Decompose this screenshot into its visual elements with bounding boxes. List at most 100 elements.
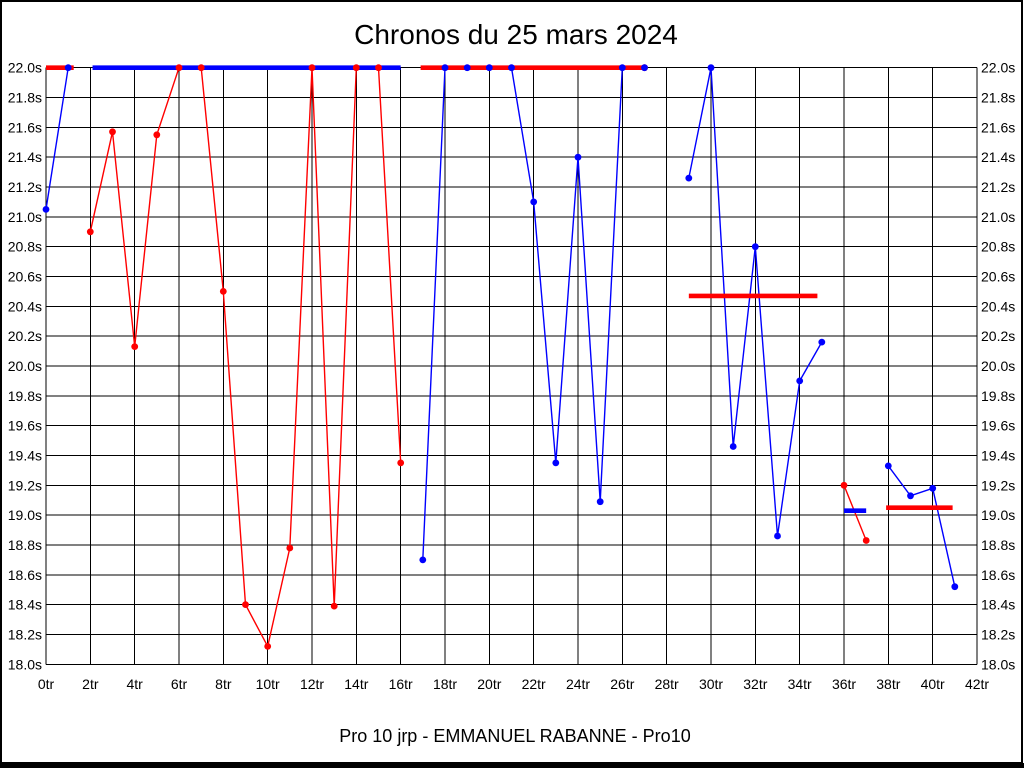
data-point-bleu <box>419 556 427 564</box>
lap-line-bleu <box>45 67 69 210</box>
data-point-bleu <box>751 243 759 251</box>
x-tick-label: 4tr <box>126 676 143 692</box>
data-point-bleu <box>685 174 693 182</box>
data-point-rouge <box>219 288 227 295</box>
y-tick-label-left: 21.8s <box>8 90 42 106</box>
y-tick-label-right: 18.0s <box>981 656 1015 672</box>
x-tick-label: 0tr <box>38 676 55 692</box>
data-point-bleu <box>42 206 50 213</box>
data-point-bleu <box>508 64 515 72</box>
y-tick-label-right: 22.0s <box>981 60 1015 76</box>
x-tick-label: 8tr <box>215 676 232 692</box>
x-tick-label: 12tr <box>300 676 324 692</box>
y-tick-label-left: 18.8s <box>8 537 42 553</box>
y-tick-label-right: 18.8s <box>981 537 1015 553</box>
data-point-rouge <box>109 128 116 136</box>
data-point-rouge <box>153 131 161 139</box>
data-point-bleu <box>618 64 626 72</box>
bottom-border-bar <box>0 763 1024 768</box>
y-tick-label-left: 19.2s <box>8 477 42 493</box>
y-tick-label-right: 19.6s <box>981 418 1015 434</box>
data-point-bleu <box>907 492 914 500</box>
data-point-bleu <box>463 64 471 72</box>
y-tick-label-left: 21.0s <box>8 209 42 225</box>
y-tick-label-right: 19.4s <box>981 447 1015 463</box>
data-point-rouge <box>840 481 848 489</box>
y-tick-label-left: 19.8s <box>8 388 42 404</box>
data-point-bleu <box>530 198 538 206</box>
data-point-bleu <box>818 338 826 346</box>
y-tick-label-right: 21.2s <box>981 179 1015 195</box>
axis-tick-labels: 0tr 2tr 4tr 6tr 8tr 10tr 12tr 14tr 16tr 18tr 20tr 2… <box>8 60 1016 692</box>
lap-line-bleu <box>887 465 956 587</box>
data-point-bleu <box>929 484 937 492</box>
data-point-bleu <box>641 64 648 72</box>
x-tick-label: 34tr <box>788 676 812 692</box>
y-tick-label-right: 20.4s <box>981 298 1015 314</box>
y-tick-label-right: 20.2s <box>981 328 1015 344</box>
data-point-bleu <box>64 64 72 72</box>
y-tick-label-right: 19.0s <box>981 507 1015 523</box>
x-tick-label: 38tr <box>876 676 900 692</box>
y-tick-label-left: 20.6s <box>8 269 42 285</box>
x-tick-label: 18tr <box>433 676 457 692</box>
y-tick-label-right: 19.8s <box>981 388 1015 404</box>
average-marker-lines <box>46 65 953 513</box>
data-point-bleu <box>884 462 892 470</box>
data-point-rouge <box>862 537 870 544</box>
data-point-bleu <box>951 583 959 591</box>
y-tick-label-left: 19.4s <box>8 447 42 463</box>
x-tick-label: 22tr <box>522 676 546 692</box>
y-tick-label-left: 21.4s <box>8 149 42 165</box>
data-point-rouge <box>197 64 205 72</box>
data-point-rouge <box>330 602 338 610</box>
data-point-bleu <box>707 64 715 72</box>
y-tick-label-left: 20.2s <box>8 328 42 344</box>
x-tick-label: 32tr <box>743 676 767 692</box>
x-tick-label: 10tr <box>256 676 280 692</box>
data-point-rouge <box>397 459 405 467</box>
chart-caption: Pro 10 jrp - EMMANUEL RABANNE - Pro10 <box>339 726 690 746</box>
data-point-rouge <box>308 64 316 72</box>
x-tick-label: 28tr <box>655 676 679 692</box>
data-point-rouge <box>86 228 94 236</box>
x-tick-label: 30tr <box>699 676 723 692</box>
data-point-bleu <box>441 64 449 72</box>
y-tick-label-left: 18.2s <box>8 626 42 642</box>
y-tick-label-right: 18.4s <box>981 597 1015 613</box>
y-tick-label-left: 20.8s <box>8 239 42 255</box>
x-tick-label: 16tr <box>389 676 413 692</box>
data-point-rouge <box>375 64 382 72</box>
grid-lines <box>45 67 978 665</box>
y-tick-label-left: 20.0s <box>8 358 42 374</box>
data-point-bleu <box>774 532 781 540</box>
y-tick-label-right: 18.6s <box>981 567 1015 583</box>
y-tick-label-left: 18.6s <box>8 567 42 583</box>
x-tick-label: 6tr <box>171 676 188 692</box>
data-point-rouge <box>286 544 294 552</box>
data-point-bleu <box>485 64 493 72</box>
data-point-bleu <box>796 377 804 385</box>
y-tick-label-left: 19.0s <box>8 507 42 523</box>
y-tick-label-right: 18.2s <box>981 626 1015 642</box>
lap-time-lines <box>45 66 956 649</box>
data-point-bleu <box>596 498 604 506</box>
y-tick-label-left: 18.0s <box>8 656 42 672</box>
y-tick-label-right: 21.6s <box>981 119 1015 135</box>
y-tick-label-left: 18.4s <box>8 597 42 613</box>
data-points <box>42 64 959 650</box>
x-tick-label: 40tr <box>921 676 945 692</box>
lap-line-rouge <box>89 66 402 649</box>
y-tick-label-left: 22.0s <box>8 60 42 76</box>
data-point-rouge <box>175 64 183 72</box>
data-point-bleu <box>729 443 737 450</box>
y-tick-label-left: 21.2s <box>8 179 42 195</box>
data-point-rouge <box>131 343 139 350</box>
y-tick-label-right: 21.0s <box>981 209 1015 225</box>
data-point-rouge <box>264 643 272 650</box>
y-tick-label-right: 21.8s <box>981 90 1015 106</box>
data-point-rouge <box>242 601 249 608</box>
